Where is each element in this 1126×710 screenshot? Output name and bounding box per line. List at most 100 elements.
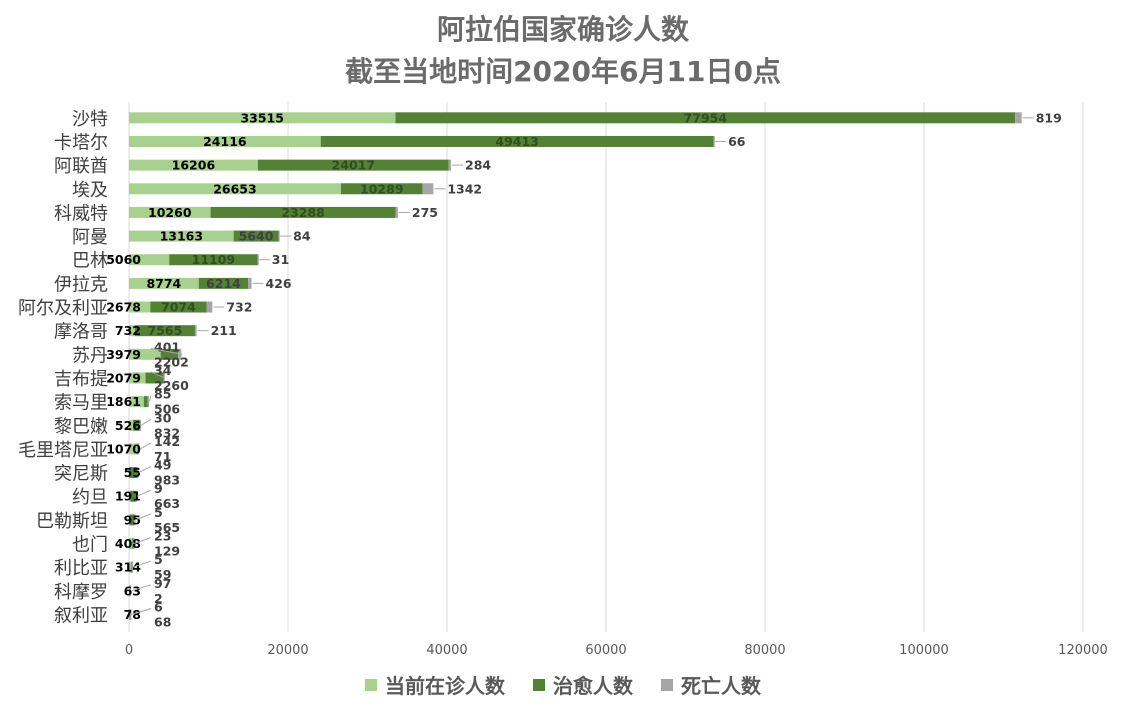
x-tick-label-1: 20000 bbox=[267, 643, 308, 658]
data-label-recovered-4: 23288 bbox=[281, 205, 325, 220]
bar-2-21 bbox=[130, 608, 132, 620]
data-label-recovered-8: 7074 bbox=[161, 300, 196, 315]
legend-label-recovered: 治愈人数 bbox=[553, 674, 633, 698]
x-tick-label-6: 120000 bbox=[1058, 643, 1108, 658]
data-label-deaths-8: 732 bbox=[226, 300, 252, 315]
data-label-deaths-20: 97 bbox=[154, 576, 171, 591]
legend-item-deaths: 死亡人数 bbox=[661, 670, 761, 699]
category-label-18: 也门 bbox=[72, 535, 108, 556]
bar-0-7 bbox=[129, 277, 199, 289]
x-tick-label-3: 60000 bbox=[585, 643, 626, 658]
legend-label-current: 当前在诊人数 bbox=[385, 674, 505, 698]
bar-2-19 bbox=[131, 561, 134, 573]
bar-1-4 bbox=[210, 206, 396, 218]
bar-1-15 bbox=[129, 467, 138, 479]
data-label-recovered-11: 2260 bbox=[154, 378, 189, 393]
data-label-recovered-18: 129 bbox=[154, 544, 180, 559]
data-label-deaths-6: 31 bbox=[272, 252, 289, 267]
data-label-current-1: 24116 bbox=[203, 134, 247, 149]
bar-0-6 bbox=[129, 254, 170, 266]
data-label-deaths-11: 34 bbox=[154, 363, 172, 378]
bar-1-10 bbox=[160, 348, 179, 360]
data-label-current-18: 408 bbox=[115, 536, 141, 551]
bar-0-2 bbox=[129, 159, 258, 171]
category-label-2: 阿联酋 bbox=[54, 156, 108, 177]
bar-0-10 bbox=[129, 348, 161, 360]
data-label-recovered-17: 565 bbox=[154, 520, 180, 535]
data-label-current-3: 26653 bbox=[213, 181, 257, 196]
category-label-17: 巴勒斯坦 bbox=[36, 511, 108, 532]
data-label-current-15: 55 bbox=[124, 465, 141, 480]
data-label-current-0: 33515 bbox=[240, 110, 284, 125]
bar-2-6 bbox=[257, 254, 259, 266]
data-label-current-17: 95 bbox=[124, 512, 141, 527]
legend-item-current: 当前在诊人数 bbox=[365, 670, 505, 699]
data-label-deaths-12: 85 bbox=[154, 387, 171, 402]
legend: 当前在诊人数 治愈人数 死亡人数 bbox=[0, 670, 1126, 699]
leader-line-17 bbox=[135, 513, 152, 521]
category-label-0: 沙特 bbox=[72, 109, 108, 130]
data-label-recovered-10: 2202 bbox=[154, 354, 189, 369]
category-label-16: 约旦 bbox=[72, 487, 108, 508]
data-label-deaths-10: 401 bbox=[154, 339, 180, 354]
x-tick-label-0: 0 bbox=[125, 643, 133, 658]
bar-1-13 bbox=[133, 419, 140, 431]
bar-2-0 bbox=[1015, 112, 1022, 124]
bar-0-3 bbox=[129, 183, 341, 195]
bar-2-4 bbox=[395, 206, 398, 218]
data-label-current-19: 314 bbox=[115, 560, 141, 575]
data-label-deaths-4: 275 bbox=[412, 205, 438, 220]
data-label-deaths-7: 426 bbox=[266, 276, 292, 291]
data-label-deaths-5: 84 bbox=[293, 229, 311, 244]
bar-0-0 bbox=[129, 112, 396, 124]
x-tick-label-5: 100000 bbox=[899, 643, 949, 658]
data-label-recovered-0: 77954 bbox=[684, 110, 728, 125]
category-label-3: 埃及 bbox=[72, 180, 108, 201]
data-label-recovered-2: 24017 bbox=[332, 158, 376, 173]
bar-0-13 bbox=[129, 419, 134, 431]
data-label-current-6: 5060 bbox=[106, 252, 141, 267]
legend-swatch-deaths bbox=[661, 678, 673, 691]
x-tick-label-2: 40000 bbox=[426, 643, 467, 658]
data-label-recovered-1: 49413 bbox=[495, 134, 539, 149]
data-label-recovered-13: 832 bbox=[154, 425, 180, 440]
bar-2-3 bbox=[422, 183, 434, 195]
category-label-4: 科威特 bbox=[54, 203, 108, 224]
leader-line-20 bbox=[131, 584, 152, 592]
bar-2-14 bbox=[138, 443, 140, 455]
bar-1-12 bbox=[143, 396, 148, 408]
data-label-deaths-0: 819 bbox=[1036, 110, 1062, 125]
legend-swatch-current bbox=[365, 678, 377, 691]
bar-2-16 bbox=[135, 490, 137, 502]
bar-2-9 bbox=[194, 325, 197, 337]
bar-1-18 bbox=[132, 538, 134, 550]
leader-line-11 bbox=[150, 371, 165, 379]
bar-1-5 bbox=[233, 230, 279, 242]
bar-2-17 bbox=[134, 514, 136, 526]
data-label-recovered-14: 71 bbox=[154, 449, 171, 464]
category-label-12: 索马里 bbox=[54, 393, 108, 414]
data-label-deaths-3: 1342 bbox=[447, 181, 482, 196]
data-label-deaths-17: 5 bbox=[154, 505, 163, 520]
data-label-recovered-5: 5640 bbox=[239, 229, 274, 244]
leader-line-12 bbox=[149, 395, 152, 402]
category-label-10: 苏丹 bbox=[72, 345, 108, 366]
bar-0-8 bbox=[129, 301, 151, 313]
bar-0-1 bbox=[129, 135, 321, 147]
bar-1-17 bbox=[129, 514, 135, 526]
bar-2-18 bbox=[133, 538, 135, 550]
data-label-current-12: 1861 bbox=[106, 394, 141, 409]
data-label-recovered-7: 6214 bbox=[206, 276, 241, 291]
bar-1-1 bbox=[320, 135, 714, 147]
category-label-11: 吉布提 bbox=[54, 369, 108, 390]
bar-0-14 bbox=[129, 443, 138, 455]
leader-line-10 bbox=[150, 347, 183, 355]
category-label-9: 摩洛哥 bbox=[54, 322, 108, 343]
data-label-recovered-21: 68 bbox=[154, 614, 171, 629]
x-tick-label-4: 80000 bbox=[744, 643, 785, 658]
bar-1-9 bbox=[134, 325, 195, 337]
bar-0-12 bbox=[129, 396, 144, 408]
leader-line-14 bbox=[139, 442, 152, 450]
leader-line-16 bbox=[136, 489, 152, 497]
